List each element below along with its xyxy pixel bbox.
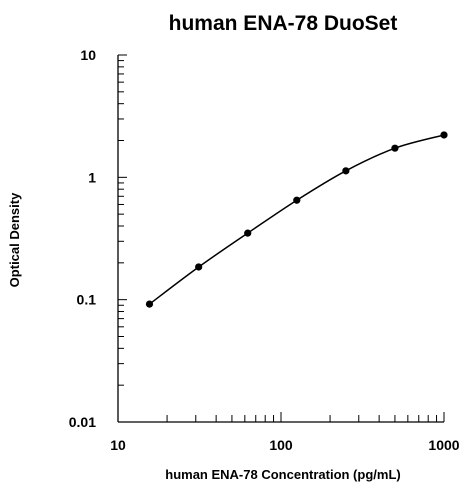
- y-tick-label: 0.1: [77, 292, 97, 308]
- x-tick-label: 100: [269, 437, 293, 453]
- x-tick-labels: 10 100 1000: [110, 437, 460, 453]
- fit-curve: [149, 134, 445, 305]
- chart-title: human ENA-78 DuoSet: [169, 12, 398, 35]
- plot-area: 0.01 0.1 1 10 10 100 1000: [69, 47, 460, 453]
- x-tick-label: 10: [110, 437, 126, 453]
- data-point: [293, 196, 301, 204]
- data-point: [195, 263, 203, 271]
- y-minor-ticks: [118, 54, 127, 423]
- data-points: [145, 131, 448, 308]
- x-tick-label: 1000: [428, 437, 459, 453]
- x-axis-title: human ENA-78 Concentration (pg/mL): [165, 467, 400, 482]
- y-tick-label: 0.01: [69, 414, 96, 430]
- data-point: [342, 167, 350, 175]
- data-point: [244, 229, 252, 237]
- x-minor-ticks: [117, 412, 445, 422]
- data-point: [440, 131, 448, 139]
- data-point: [391, 144, 399, 152]
- y-tick-label: 1: [88, 169, 96, 185]
- y-axis-title: Optical Density: [7, 192, 22, 287]
- y-tick-label: 10: [80, 47, 96, 63]
- y-tick-labels: 0.01 0.1 1 10: [69, 47, 96, 430]
- data-point: [145, 300, 154, 308]
